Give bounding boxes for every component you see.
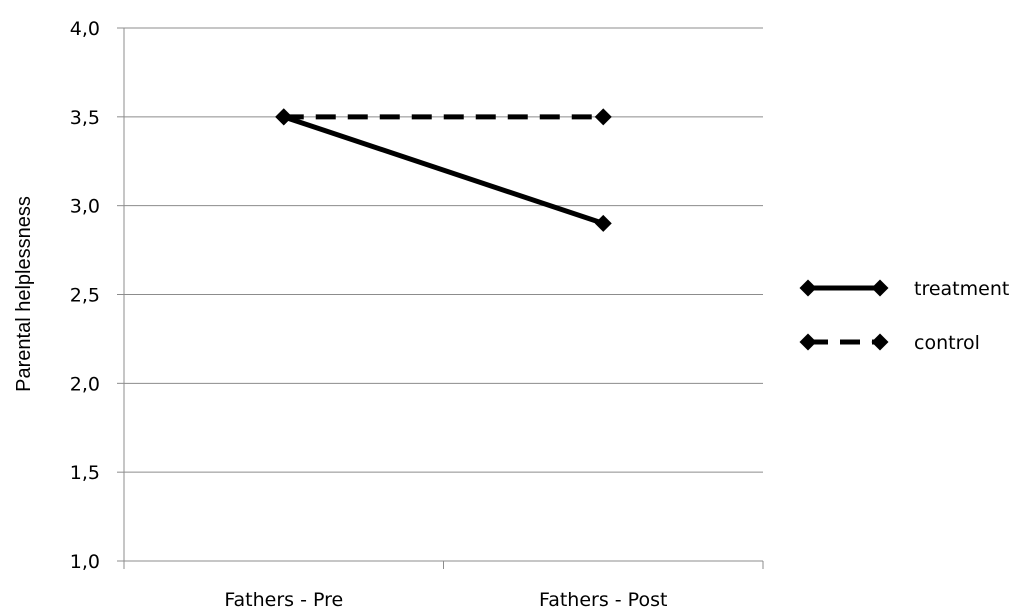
data-point-control [594,108,612,126]
y-tick-label: 2,5 [70,285,100,307]
y-tick-label: 4,0 [70,18,100,40]
legend-marker [871,279,889,297]
gridlines [124,27,763,473]
legend-label-treatment: treatment [914,278,1009,300]
series-line-treatment [282,114,605,226]
data-point-treatment [275,108,293,126]
data-point-treatment [594,214,612,232]
x-tick-label: Fathers - Pre [224,589,343,611]
y-tick-label: 2,0 [70,373,100,395]
y-tick-label: 3,0 [70,196,100,218]
y-tick-label: 1,5 [70,462,100,484]
legend: treatment control [799,278,1009,354]
y-tick-label: 1,0 [70,551,100,573]
legend-label-control: control [914,332,980,354]
axes [117,27,764,569]
x-tick-labels: Fathers - Pre Fathers - Post [224,589,667,611]
legend-marker [871,333,889,351]
y-tick-labels: 1,0 1,5 2,0 2,5 3,0 3,5 4,0 [70,18,100,573]
series-lines [275,108,612,232]
y-axis-title: Parental helplessness [13,196,35,392]
y-tick-label: 3,5 [70,107,100,129]
x-tick-label: Fathers - Post [539,589,667,611]
legend-marker [799,279,817,297]
legend-marker [799,333,817,351]
